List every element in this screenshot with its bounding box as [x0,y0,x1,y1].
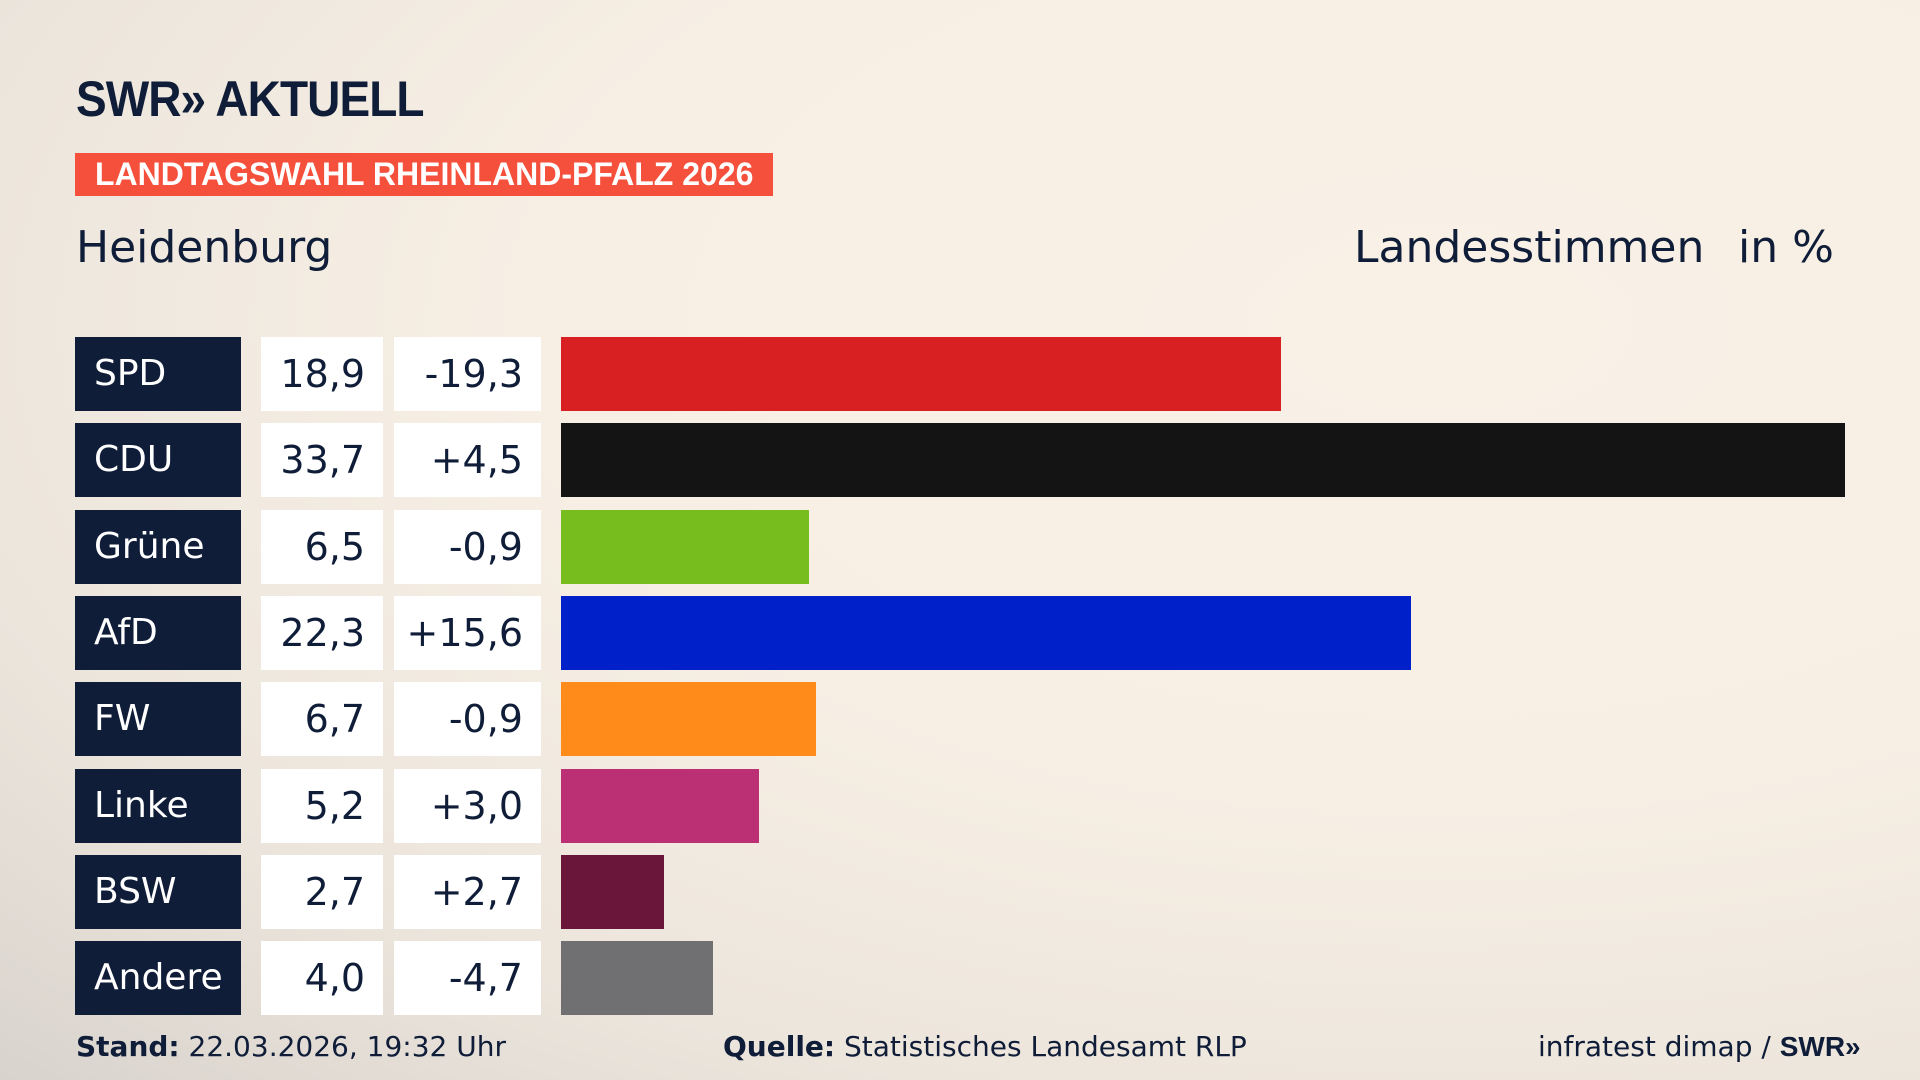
diff-label: -4,7 [394,941,541,1016]
bar [561,941,714,1016]
value-label: 4,0 [261,941,383,1016]
bar [561,854,664,929]
diff-label: +15,6 [394,595,541,670]
credit: infratest dimap / SWR» [1538,1030,1861,1063]
source: Quelle: Statistisches Landesamt RLP [723,1030,1247,1063]
value-label: 18,9 [261,337,383,411]
bar [561,423,1845,498]
election-banner: LANDTAGSWAHL RHEINLAND-PFALZ 2026 [75,153,774,196]
party-label: Andere [75,941,241,1016]
bar [561,682,817,757]
stand-label: Stand: [76,1030,180,1063]
bar [561,595,1411,670]
value-label: 6,7 [261,682,383,757]
bar [561,509,809,584]
value-label: 6,5 [261,509,383,584]
diff-label: +4,5 [394,423,541,498]
value-label: 5,2 [261,768,383,843]
party-label: FW [75,682,241,757]
party-label: Grüne [75,509,241,584]
value-label: 2,7 [261,854,383,929]
diff-label: +2,7 [394,854,541,929]
party-label: CDU [75,423,241,498]
credit-text: infratest dimap / [1538,1030,1780,1063]
stand-value: 22.03.2026, 19:32 Uhr [188,1030,506,1063]
party-label: BSW [75,854,241,929]
swr-logo-small: SWR» [1779,1031,1861,1062]
source-value: Statistisches Landesamt RLP [844,1030,1247,1063]
party-label: Linke [75,768,241,843]
source-label: Quelle: [723,1030,836,1063]
metric-label: Landesstimmen [1354,222,1705,273]
unit-label: in % [1738,222,1834,273]
region-title: Heidenburg [76,222,333,273]
diff-label: -19,3 [394,337,541,411]
timestamp: Stand: 22.03.2026, 19:32 Uhr [76,1030,506,1063]
party-label: SPD [75,337,241,411]
value-label: 22,3 [261,595,383,670]
diff-label: -0,9 [394,682,541,757]
bar [561,768,760,843]
swr-aktuell-logo: SWR» AKTUELL [76,71,424,127]
diff-label: -0,9 [394,509,541,584]
value-label: 33,7 [261,423,383,498]
diff-label: +3,0 [394,768,541,843]
party-label: AfD [75,595,241,670]
bar [561,337,1282,411]
